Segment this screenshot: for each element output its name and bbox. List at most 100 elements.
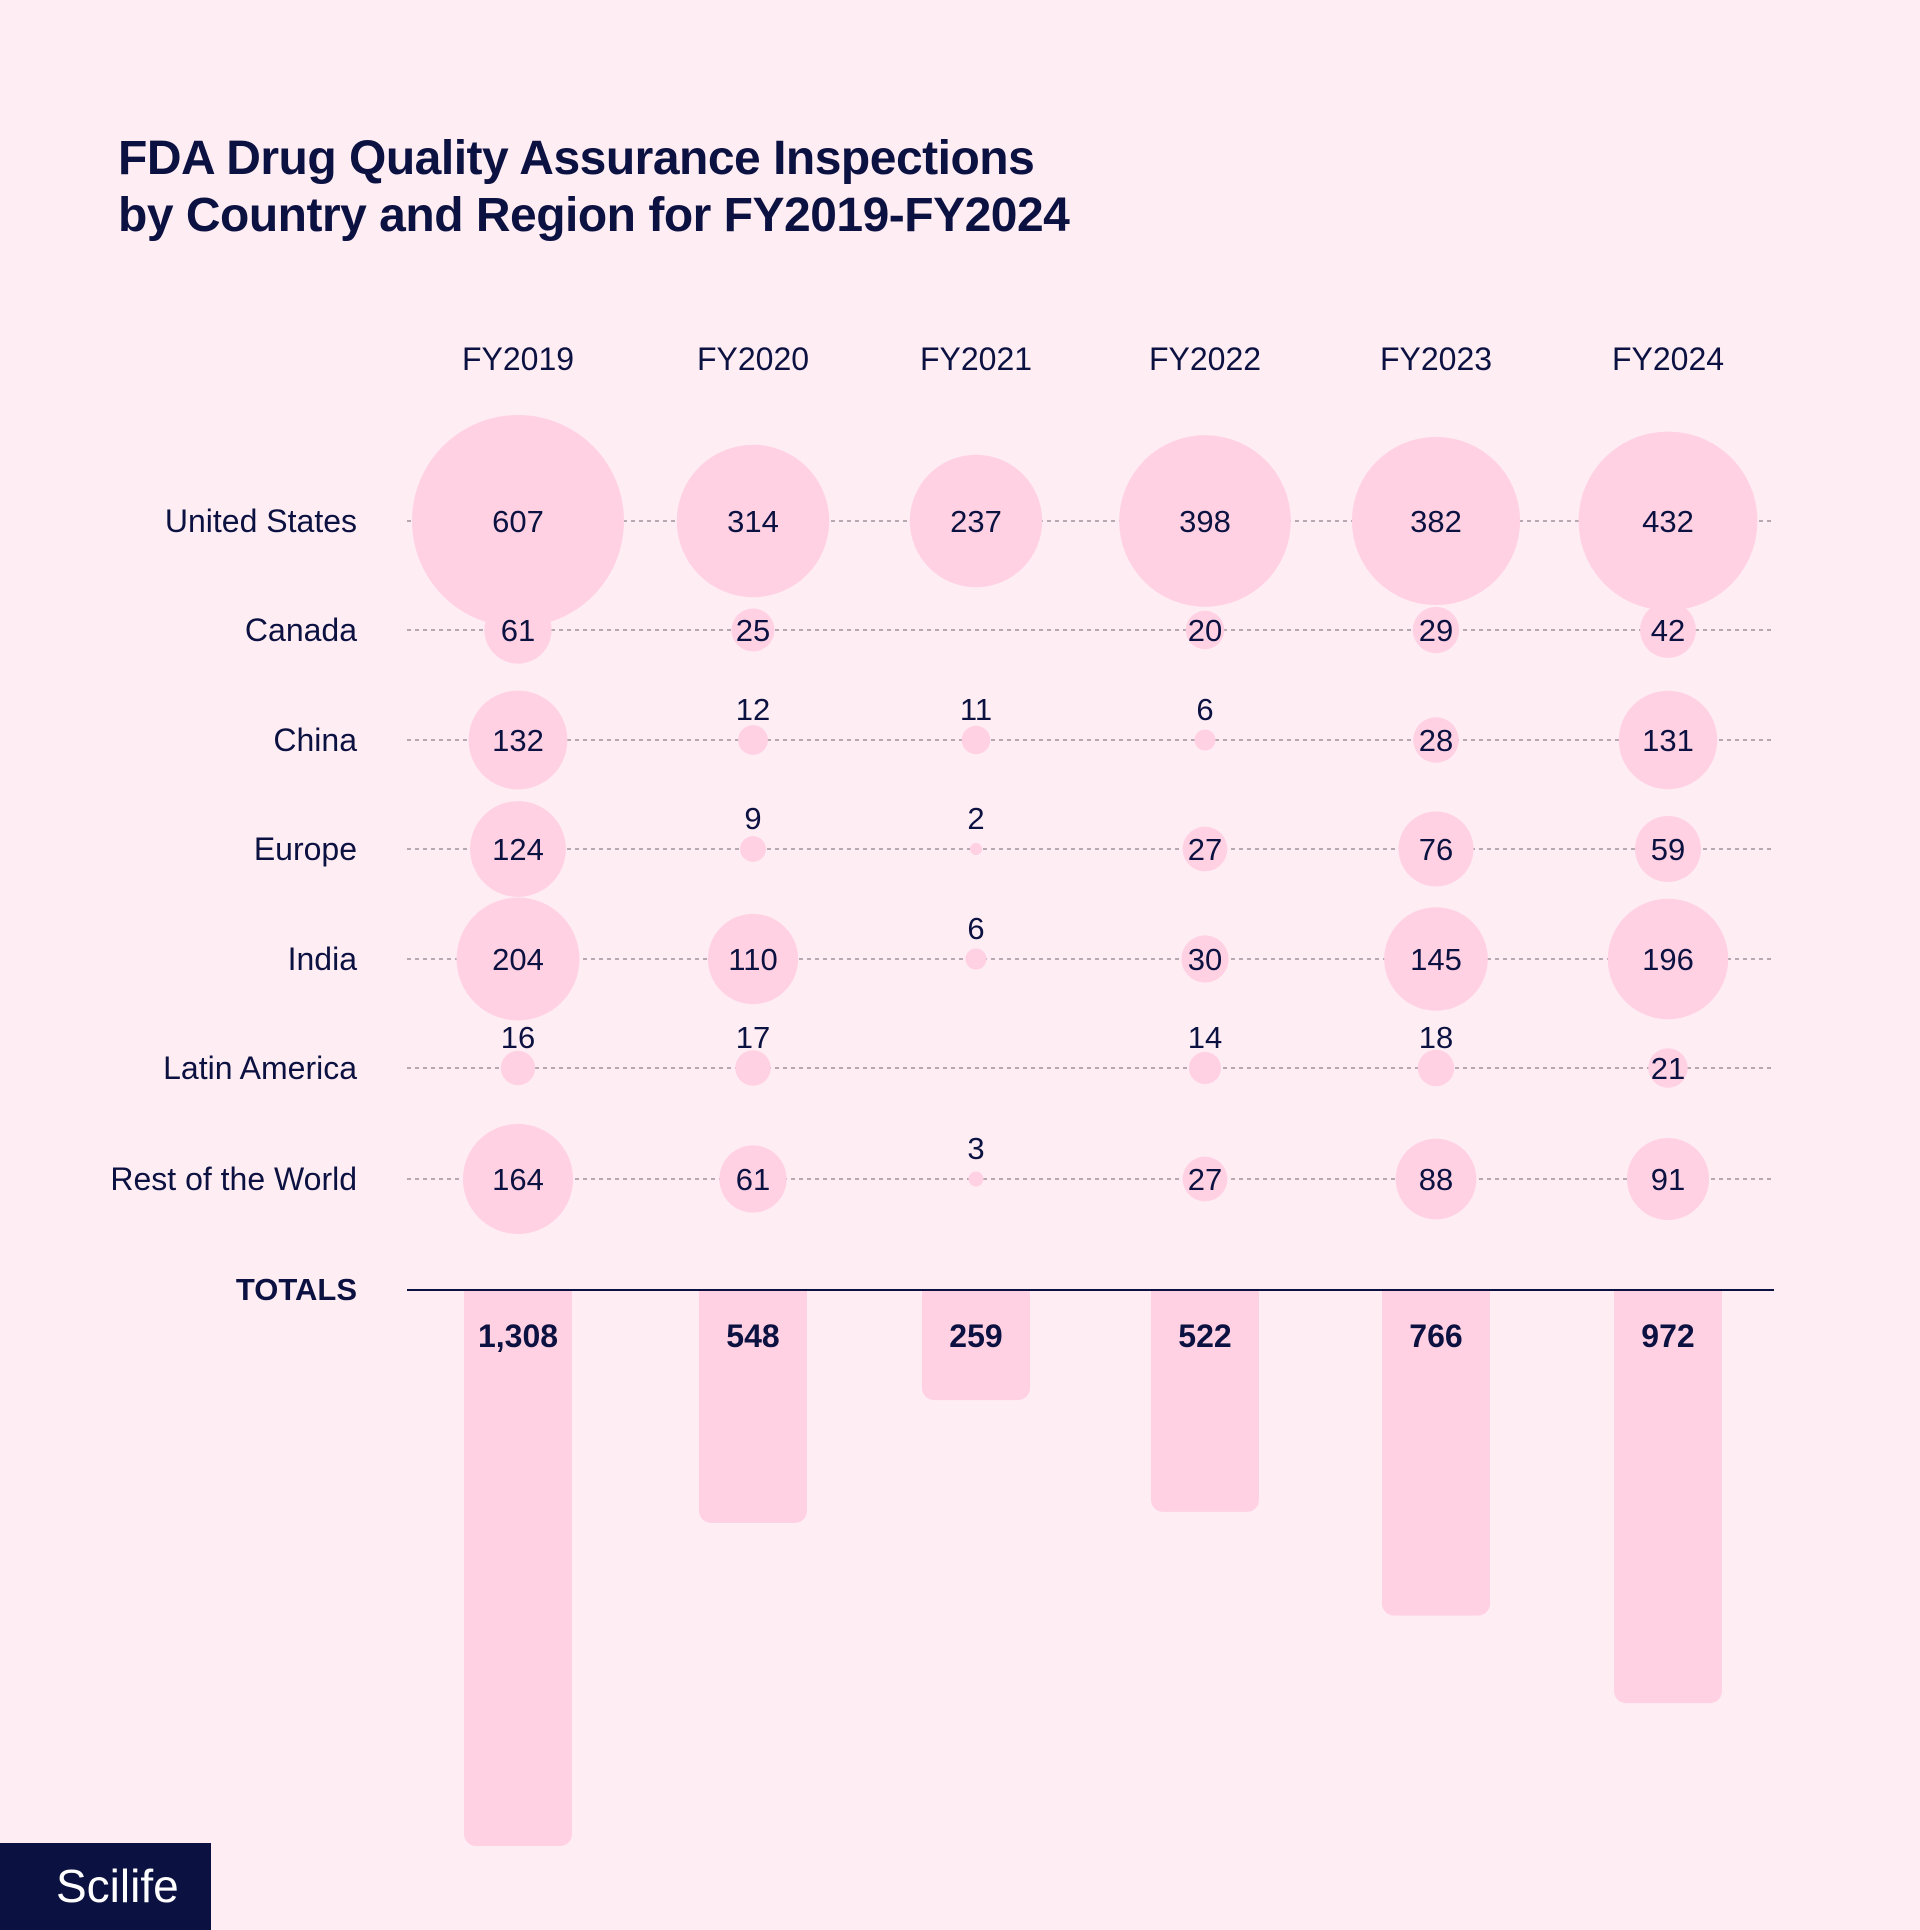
total-value-label: 766 <box>1409 1318 1462 1354</box>
bubble <box>1384 907 1488 1011</box>
bubble <box>707 913 799 1005</box>
data-label: 59 <box>1651 832 1685 867</box>
column-header: FY2019 <box>462 341 574 377</box>
bubble <box>735 1050 771 1086</box>
column-header: FY2021 <box>920 341 1032 377</box>
bubble <box>909 454 1043 588</box>
data-label: 432 <box>1642 504 1694 539</box>
data-label: 131 <box>1642 723 1694 758</box>
total-value-label: 972 <box>1641 1318 1694 1354</box>
data-label: 21 <box>1651 1051 1685 1086</box>
data-label: 3 <box>967 1131 984 1166</box>
bubble <box>1634 815 1702 883</box>
data-label: 110 <box>728 942 777 977</box>
data-label: 88 <box>1419 1162 1453 1197</box>
data-label: 314 <box>727 504 779 539</box>
row-label: Europe <box>254 831 357 867</box>
data-label: 237 <box>950 504 1002 539</box>
data-label: 382 <box>1410 504 1462 539</box>
bubble <box>738 725 768 755</box>
bubble <box>500 1050 536 1086</box>
bubble <box>740 836 766 862</box>
row-label: Rest of the World <box>110 1161 357 1197</box>
data-label: 29 <box>1419 613 1453 648</box>
total-value-label: 522 <box>1178 1318 1231 1354</box>
total-bar <box>922 1290 1030 1401</box>
bubble <box>412 415 624 627</box>
bubble <box>470 801 566 897</box>
column-header: FY2024 <box>1612 341 1724 377</box>
bubble <box>462 1123 574 1235</box>
data-label: 6 <box>967 911 984 946</box>
data-label: 145 <box>1410 942 1462 977</box>
data-label: 132 <box>492 723 544 758</box>
bubble <box>1640 602 1696 658</box>
data-label: 91 <box>1651 1162 1685 1197</box>
bubble <box>731 608 775 652</box>
total-bar <box>464 1290 572 1846</box>
bubble <box>968 1171 984 1187</box>
bubble <box>1618 690 1718 790</box>
total-value-label: 1,308 <box>478 1318 558 1354</box>
bubble <box>1648 1048 1688 1088</box>
bubble <box>1185 610 1225 650</box>
data-label: 17 <box>736 1020 770 1055</box>
data-label: 6 <box>1196 692 1213 727</box>
bubble <box>1182 1156 1228 1202</box>
data-label: 11 <box>960 692 992 727</box>
data-label: 61 <box>501 613 535 648</box>
total-bar <box>1151 1290 1259 1512</box>
bubble <box>965 948 987 970</box>
scilife-logo: Scilife <box>0 1843 211 1930</box>
bubble <box>1413 717 1459 763</box>
bubble <box>676 444 830 598</box>
data-label: 30 <box>1188 942 1222 977</box>
total-bar <box>699 1290 807 1523</box>
row-label: Latin America <box>163 1050 357 1086</box>
bubble <box>1188 1051 1222 1085</box>
bubble <box>1351 436 1521 606</box>
total-value-label: 259 <box>949 1318 1002 1354</box>
bubble <box>484 596 552 664</box>
data-label: 196 <box>1642 942 1694 977</box>
bubble <box>1181 935 1229 983</box>
bubble <box>456 897 580 1021</box>
bubble <box>1194 729 1216 751</box>
data-label: 27 <box>1188 832 1222 867</box>
bubble <box>969 842 983 856</box>
totals-label: TOTALS <box>236 1272 357 1307</box>
bubble <box>1578 431 1758 611</box>
bubble <box>1607 898 1729 1020</box>
data-label: 20 <box>1188 613 1222 648</box>
data-label: 2 <box>967 801 984 836</box>
data-label: 164 <box>492 1162 544 1197</box>
total-bar <box>1614 1290 1722 1704</box>
data-label: 42 <box>1651 613 1685 648</box>
chart-title: FDA Drug Quality Assurance Inspections b… <box>118 130 1070 244</box>
data-label: 18 <box>1419 1020 1453 1055</box>
data-label: 9 <box>744 801 761 836</box>
total-value-label: 548 <box>726 1318 779 1354</box>
bubble <box>719 1145 787 1213</box>
data-label: 16 <box>501 1020 535 1055</box>
bubble <box>1119 435 1291 607</box>
data-label: 12 <box>736 692 770 727</box>
total-bar <box>1382 1290 1490 1616</box>
bubble <box>1626 1137 1710 1221</box>
bubble <box>1412 606 1460 654</box>
data-label: 25 <box>736 613 770 648</box>
data-label: 398 <box>1179 504 1231 539</box>
bubble <box>1398 811 1474 887</box>
column-header: FY2020 <box>697 341 809 377</box>
data-label: 28 <box>1419 723 1453 758</box>
data-label: 204 <box>492 942 544 977</box>
row-label: United States <box>165 503 357 539</box>
bubble <box>1417 1049 1455 1087</box>
data-label: 27 <box>1188 1162 1222 1197</box>
bubble <box>468 690 568 790</box>
data-label: 76 <box>1419 832 1453 867</box>
bubble <box>961 725 991 755</box>
bubble <box>1395 1138 1477 1220</box>
title-line-2: by Country and Region for FY2019-FY2024 <box>118 189 1070 242</box>
